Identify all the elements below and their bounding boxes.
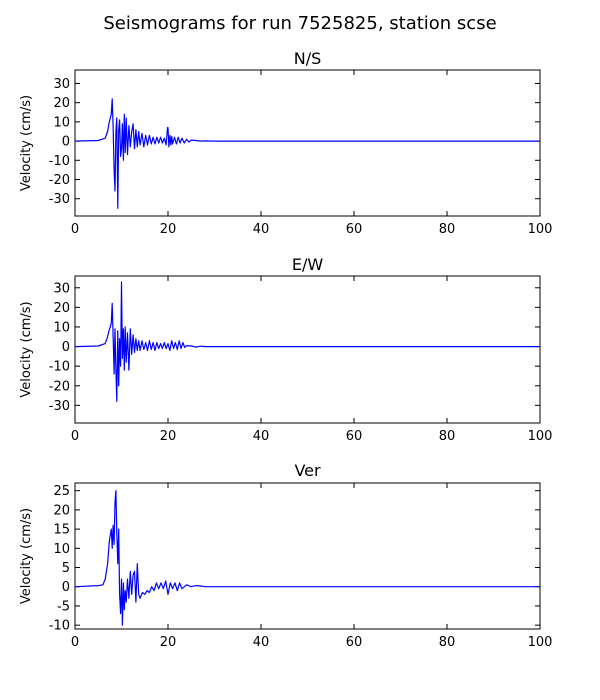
x-tick-label: 0 xyxy=(71,429,79,444)
series-line xyxy=(74,281,540,402)
x-tick-label: 40 xyxy=(253,222,270,237)
x-tick-label: 80 xyxy=(439,429,456,444)
plot-frame xyxy=(74,69,541,217)
ver-panel: Ver Velocity (cm/s) 0 20 40 60 80 100 -10 -5 0 5 1… xyxy=(19,461,552,650)
panel-title: E/W xyxy=(292,255,324,274)
y-tick-label: 20 xyxy=(53,503,70,518)
y-axis-label: Velocity (cm/s) xyxy=(19,301,34,397)
panel-title: Ver xyxy=(294,461,321,480)
figure-title: Seismograms for run 7525825, station scs… xyxy=(103,13,496,34)
x-tick-label: 60 xyxy=(346,429,363,444)
ew-panel: E/W Velocity (cm/s) 0 20 40 60 80 100-30-20-1… xyxy=(19,255,552,444)
x-tick-label: 100 xyxy=(528,222,553,237)
y-axis-label: Velocity (cm/s) xyxy=(19,508,34,604)
y-tick-label: -20 xyxy=(49,379,70,394)
y-tick-label: -10 xyxy=(49,360,70,375)
ns-panel: N/S Velocity (cm/s) 0 20 40 60 80 100-30-20-1… xyxy=(19,49,552,237)
series-line xyxy=(74,98,540,209)
x-tick-label: 20 xyxy=(160,635,177,650)
x-tick-label: 60 xyxy=(346,635,363,650)
x-tick-label: 0 xyxy=(71,222,79,237)
x-tick-label: 100 xyxy=(528,429,553,444)
panel-title: N/S xyxy=(294,49,322,68)
y-tick-label: -10 xyxy=(49,619,70,634)
y-tick-label: 30 xyxy=(53,281,70,296)
y-tick-label: -30 xyxy=(49,399,70,414)
x-tick-label: 20 xyxy=(160,222,177,237)
y-tick-label: 15 xyxy=(53,523,70,538)
y-tick-label: -10 xyxy=(49,154,70,169)
x-tick-label: 100 xyxy=(528,635,553,650)
y-tick-label: 10 xyxy=(53,542,70,557)
y-tick-label: -5 xyxy=(57,599,70,614)
plot-marks: 0 20 40 60 80 100 -10 -5 0 5 10 15 20 25 xyxy=(49,483,553,650)
y-tick-label: 30 xyxy=(53,77,70,92)
y-tick-label: 0 xyxy=(62,135,70,150)
x-tick-label: 40 xyxy=(253,635,270,650)
x-tick-label: 20 xyxy=(160,429,177,444)
x-tick-label: 80 xyxy=(439,222,456,237)
series-line xyxy=(74,490,540,626)
x-tick-label: 40 xyxy=(253,429,270,444)
plot-marks: 0 20 40 60 80 100 -30 -20 -10 0 10 20 30 xyxy=(49,276,553,444)
y-tick-label: 0 xyxy=(62,340,70,355)
x-tick-label: 0 xyxy=(71,635,79,650)
y-tick-label: 20 xyxy=(53,301,70,316)
y-tick-label: 20 xyxy=(53,96,70,111)
y-axis-label: Velocity (cm/s) xyxy=(19,95,34,191)
x-tick-label: 80 xyxy=(439,635,456,650)
y-tick-label: 10 xyxy=(53,320,70,335)
y-tick-label: -30 xyxy=(49,192,70,207)
y-tick-label: 0 xyxy=(62,580,70,595)
x-tick-label: 60 xyxy=(346,222,363,237)
y-tick-label: 10 xyxy=(53,115,70,130)
plot-marks: 0 20 40 60 80 100 -30 -20 -10 0 10 20 30 xyxy=(49,70,553,237)
y-tick-label: -20 xyxy=(49,173,70,188)
plot-frame xyxy=(74,482,541,630)
y-tick-label: 25 xyxy=(53,484,70,499)
y-tick-label: 5 xyxy=(62,561,70,576)
plot-frame xyxy=(74,275,541,424)
